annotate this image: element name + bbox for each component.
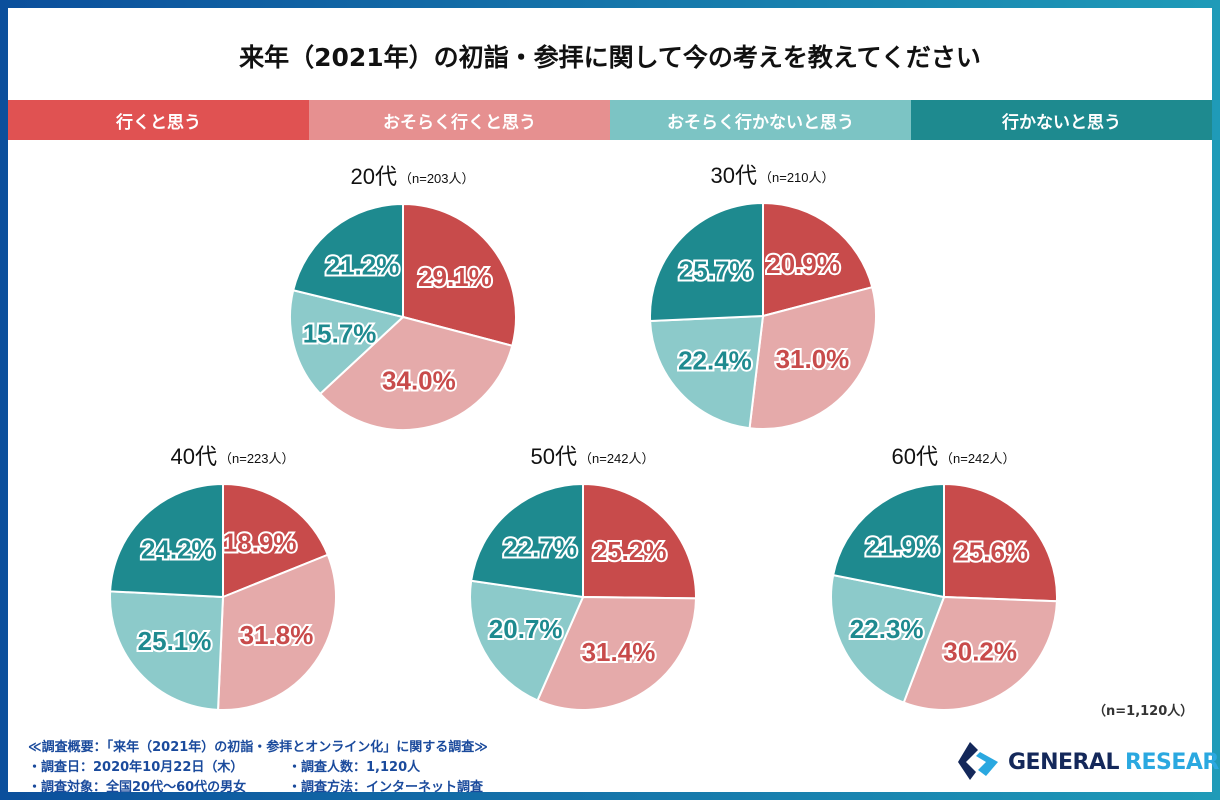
logo-mark-icon: [958, 742, 998, 780]
pie-slice: [536, 595, 698, 711]
survey-method: ・調査方法：インターネット調査: [288, 780, 484, 795]
pie-title: 40代: [171, 444, 217, 469]
slice-label: 31.0%: [776, 344, 850, 374]
general-research-logo: GENERAL RESEARCH: [956, 740, 1220, 784]
slice-label: 30.2%: [943, 637, 1017, 667]
legend-item-not-go: 行かないと思う: [911, 100, 1212, 140]
slice-label: 25.7%: [679, 256, 753, 286]
pie-slice: [470, 482, 584, 599]
survey-summary: ≪調査概要：「来年（2021年）の初詣・参拝とオンライン化」に関する調査≫ ・調…: [28, 738, 488, 798]
slice-label: 20.7%: [489, 614, 563, 644]
slice-label: 21.9%: [866, 531, 940, 561]
pie-slice: [831, 482, 945, 599]
legend: 行くと思う おそらく行くと思う おそらく行かないと思う 行かないと思う: [8, 100, 1212, 140]
slice-label: 20.9%: [766, 249, 840, 279]
pie-title: 20代: [351, 164, 397, 189]
slice-label: 25.2%: [593, 536, 667, 566]
pie-sample-size: （n=210人）: [759, 170, 835, 185]
slice-label: 31.8%: [240, 620, 314, 650]
pie-slice: [902, 595, 1058, 711]
pie-slice: [291, 202, 404, 319]
chart-title: 来年（2021年）の初詣・参拝に関して今の考えを教えてください: [239, 43, 981, 72]
chart-frame: 来年（2021年）の初詣・参拝に関して今の考えを教えてください 行くと思う おそ…: [8, 8, 1220, 795]
slice-label: 29.1%: [418, 262, 492, 292]
pie-slice: [762, 201, 874, 318]
survey-target: ・調査対象：全国20代～60代の男女: [28, 780, 247, 795]
logo-text-general: GENERAL: [1008, 749, 1120, 775]
pie-slice: [216, 553, 337, 711]
total-respondents: （n=1,120人）: [1093, 704, 1194, 719]
pie-slice: [943, 482, 1058, 603]
legend-item-probably-go: おそらく行くと思う: [309, 100, 610, 140]
slice-label: 22.4%: [678, 346, 752, 376]
pie-title: 60代: [892, 444, 938, 469]
survey-date: ・調査日：2020年10月22日（木）: [28, 760, 244, 775]
pie-slice: [109, 590, 225, 711]
pie-sample-size: （n=223人）: [219, 451, 295, 466]
slice-label: 25.6%: [954, 537, 1028, 567]
slice-label: 21.2%: [326, 250, 400, 280]
pie-slice: [289, 289, 406, 396]
slice-label: 22.3%: [850, 614, 924, 644]
pie-slice: [830, 573, 946, 704]
pie-sample-size: （n=203人）: [399, 171, 475, 186]
pie-slice: [649, 201, 764, 323]
slice-label: 31.4%: [582, 637, 656, 667]
slice-label: 25.1%: [138, 626, 212, 656]
slice-label: 24.2%: [141, 535, 215, 565]
pie-charts: 20代 （n=203人） 29.1% 34.0%15.7% 21.2% 30代 （n=210…: [109, 163, 1058, 711]
pie-sample-size: （n=242人）: [579, 451, 655, 466]
survey-count: ・調査人数：1,120人: [288, 760, 421, 775]
pie-slice: [649, 314, 765, 430]
pie-slice: [582, 482, 697, 600]
pie-title: 50代: [531, 444, 577, 469]
survey-heading: ≪調査概要：「来年（2021年）の初詣・参拝とオンライン化」に関する調査≫: [28, 740, 488, 755]
pie-sample-size: （n=242人）: [940, 451, 1016, 466]
legend-item-go: 行くと思う: [8, 100, 309, 140]
pie-slice: [222, 482, 330, 599]
slice-label: 34.0%: [382, 366, 456, 396]
slice-label: 15.7%: [303, 318, 377, 348]
slice-label: 18.9%: [223, 528, 297, 558]
pie-slice: [748, 285, 877, 430]
pie-title: 30代: [711, 163, 757, 188]
pie-slice: [402, 202, 517, 348]
slice-label: 22.7%: [503, 532, 577, 562]
legend-item-probably-not-go: おそらく行かないと思う: [610, 100, 911, 140]
pie-slice: [318, 315, 514, 431]
pie-slice: [469, 579, 585, 702]
pie-slice: [109, 482, 224, 599]
logo-text-research: RESEARCH: [1125, 749, 1220, 775]
